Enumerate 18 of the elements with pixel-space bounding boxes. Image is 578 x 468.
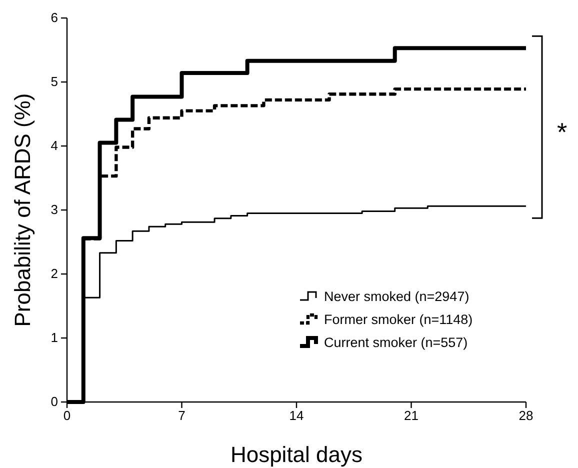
x-tick-label: 21 (404, 408, 418, 424)
text: * (556, 117, 568, 148)
legend-label: Current smoker (n=557) (324, 335, 468, 350)
y-tick-label: 1 (50, 330, 58, 346)
y-tick-label: 2 (50, 266, 58, 282)
y-tick-label: 3 (50, 202, 58, 218)
y-tick-label: 6 (50, 10, 58, 26)
legend-label: Never smoked (n=2947) (324, 289, 470, 304)
legend-label: Former smoker (n=1148) (324, 312, 473, 327)
x-tick-label: 14 (289, 408, 304, 424)
y-tick-label: 5 (50, 74, 58, 90)
y-tick-label: 4 (50, 138, 58, 154)
x-tick-label: 28 (518, 408, 534, 424)
y-axis-title: Probability of ARDS (%) (10, 93, 35, 327)
x-tick-label: 0 (63, 408, 71, 424)
y-tick-label: 0 (50, 394, 58, 410)
x-axis-title: Hospital days (230, 442, 363, 467)
x-tick-label: 7 (178, 408, 186, 424)
